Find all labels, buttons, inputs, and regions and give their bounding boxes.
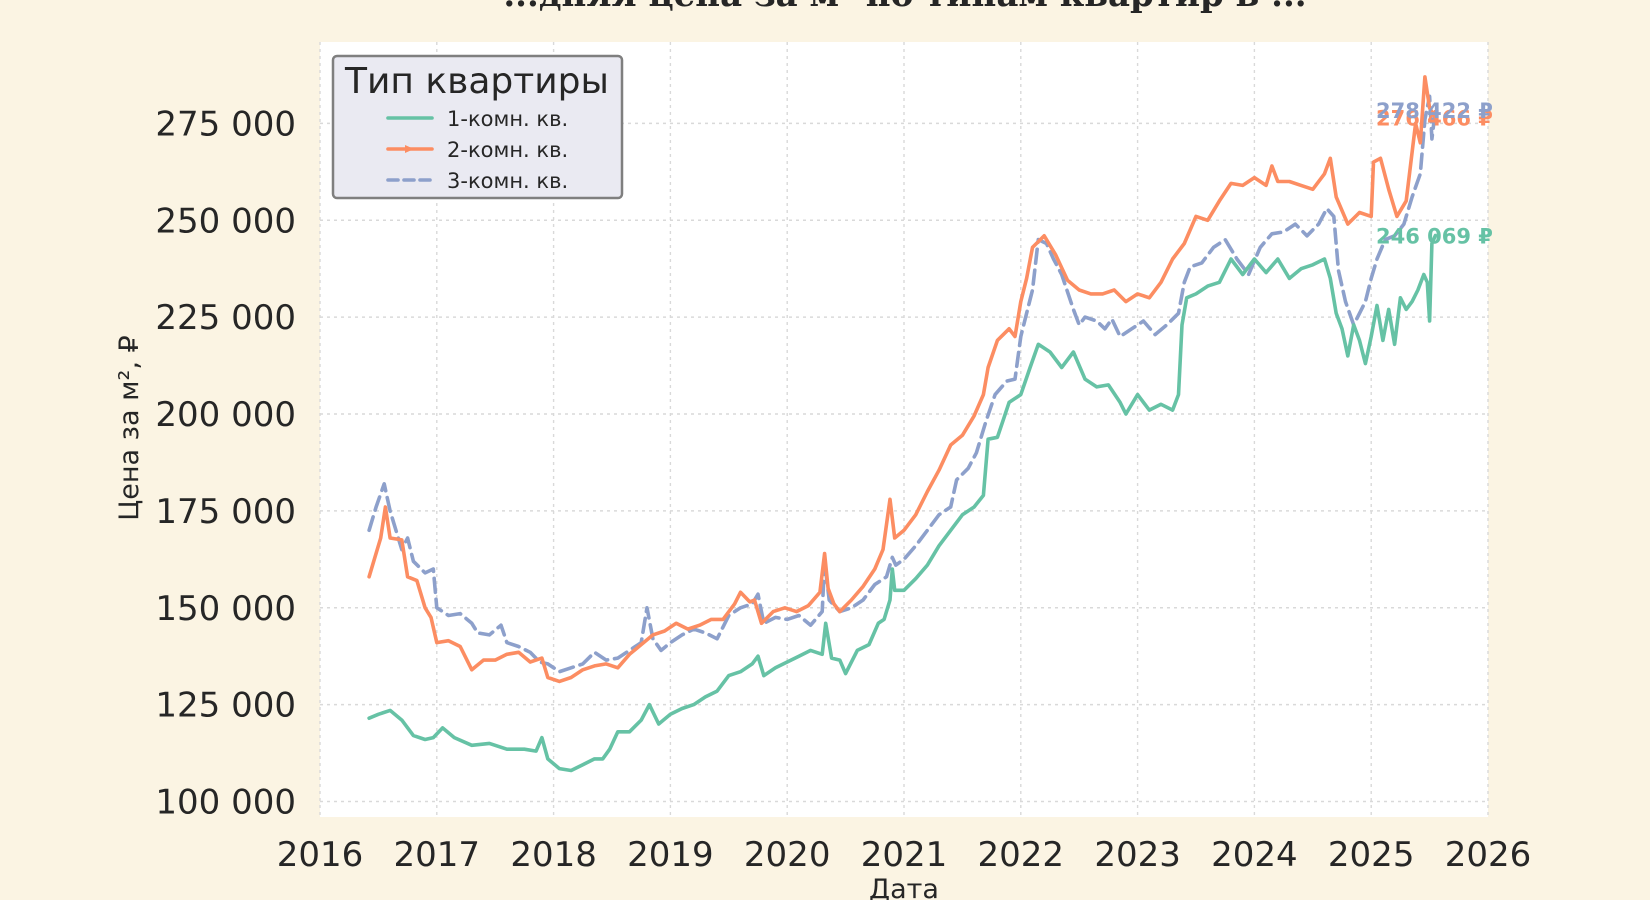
end-label-2: 276 466 ₽: [1376, 107, 1493, 131]
end-label-1: 246 069 ₽: [1376, 224, 1493, 248]
series-line-2: [367, 75, 1438, 684]
x-tick-label: 2018: [510, 835, 597, 875]
x-tick-label: 2019: [627, 835, 714, 875]
legend-box: [331, 54, 624, 200]
x-tick-label: 2017: [394, 835, 481, 875]
y-tick-label: 250 000: [155, 201, 296, 241]
y-axis-title: Цена за м², ₽: [114, 335, 145, 520]
y-tick-label: 175 000: [155, 492, 296, 532]
legend-title: Тип квартиры: [344, 61, 609, 102]
y-tick-label: 150 000: [155, 589, 296, 629]
series-layer: [367, 75, 1438, 773]
end-label-3: 278 422 ₽: [1376, 99, 1493, 123]
x-tick-label: 2023: [1094, 835, 1181, 875]
y-tick-label: 100 000: [155, 783, 296, 823]
legend-label-2: 2-комн. кв.: [447, 138, 568, 162]
y-tick-label: 125 000: [155, 686, 296, 726]
y-tick-label: 200 000: [155, 395, 296, 435]
legend-marker: [405, 145, 414, 153]
legend: Тип квартиры 1-комн. кв. 2-комн. кв. 3-ком…: [331, 54, 624, 200]
x-tick-label: 2021: [861, 835, 948, 875]
x-tick-label: 2026: [1445, 835, 1532, 875]
series-line-1: [367, 233, 1438, 773]
legend-label-3: 3-комн. кв.: [447, 169, 568, 193]
legend-label-1: 1-комн. кв.: [447, 107, 568, 131]
y-tick-label: 225 000: [155, 298, 296, 338]
y-axis: 100 000 125 000 150 000 175 000 200 000 225 0…: [155, 104, 296, 822]
x-tick-label: 2022: [978, 835, 1065, 875]
x-tick-label: 2025: [1328, 835, 1415, 875]
x-tick-label: 2020: [744, 835, 831, 875]
x-axis: 2016 2017 2018 2019 2020 2021 2022 2023 2024 2025…: [277, 835, 1532, 875]
x-axis-title: Дата: [869, 874, 939, 900]
y-tick-label: 275 000: [155, 104, 296, 144]
chart-title: ...дняя цена за м² по типам квартир в ..…: [503, 0, 1306, 15]
x-tick-label: 2016: [277, 835, 364, 875]
end-labels: 246 069 ₽ 276 466 ₽278 422 ₽: [1376, 99, 1493, 248]
x-tick-label: 2024: [1211, 835, 1298, 875]
grid-lines: [319, 42, 1489, 817]
